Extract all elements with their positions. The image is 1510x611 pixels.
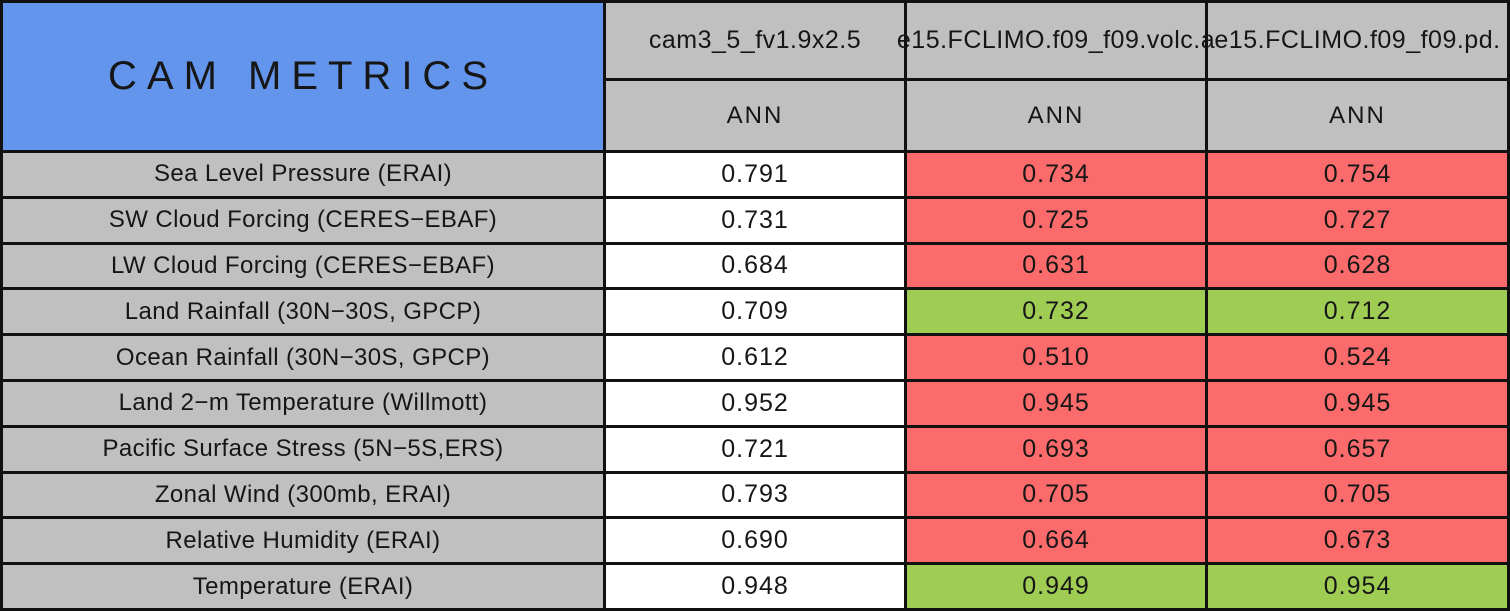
metric-value: 0.709 xyxy=(721,297,789,326)
metric-label-cell: Pacific Surface Stress (5N−5S,ERS) xyxy=(3,427,603,471)
metric-value-cell: 0.948 xyxy=(606,565,904,608)
model-name: e15.FCLIMO.f09_f09.volc.a xyxy=(896,26,1216,54)
metric-value: 0.793 xyxy=(721,480,789,509)
metric-value-cell: 0.952 xyxy=(606,381,904,425)
column-subheader-season-3: ANN xyxy=(1208,81,1507,150)
metric-value-cell: 0.954 xyxy=(1208,565,1507,608)
metric-label: Ocean Rainfall (30N−30S, GPCP) xyxy=(115,343,491,371)
metric-value-cell: 0.725 xyxy=(907,198,1205,242)
metric-value: 0.727 xyxy=(1323,205,1392,234)
metric-label: Land 2−m Temperature (Willmott) xyxy=(118,389,488,417)
metric-value-cell: 0.754 xyxy=(1208,153,1507,196)
metric-value: 0.721 xyxy=(721,434,789,463)
metric-value: 0.612 xyxy=(721,343,789,372)
metric-value: 0.524 xyxy=(1323,343,1392,372)
column-header-model-3: e15.FCLIMO.f09_f09.pd. xyxy=(1208,3,1507,78)
metric-value: 0.693 xyxy=(1022,434,1090,463)
metric-value: 0.949 xyxy=(1022,572,1090,601)
metric-value: 0.734 xyxy=(1022,159,1090,188)
metric-value: 0.754 xyxy=(1323,159,1392,188)
metric-label-cell: Relative Humidity (ERAI) xyxy=(3,519,603,563)
metric-value: 0.952 xyxy=(721,388,789,417)
metric-label: Pacific Surface Stress (5N−5S,ERS) xyxy=(102,435,504,463)
metric-value-cell: 0.612 xyxy=(606,336,904,379)
metric-value-cell: 0.793 xyxy=(606,473,904,517)
metric-value-cell: 0.705 xyxy=(907,473,1205,517)
metric-value-cell: 0.731 xyxy=(606,198,904,242)
metric-value: 0.690 xyxy=(721,526,789,555)
metric-value-cell: 0.664 xyxy=(907,519,1205,563)
metric-label-cell: LW Cloud Forcing (CERES−EBAF) xyxy=(3,244,603,288)
metric-value-cell: 0.721 xyxy=(606,427,904,471)
metric-value: 0.673 xyxy=(1323,526,1392,555)
metric-value-cell: 0.673 xyxy=(1208,519,1507,563)
metric-value: 0.684 xyxy=(721,251,789,280)
metric-value: 0.945 xyxy=(1323,388,1392,417)
column-subheader-season-2: ANN xyxy=(907,81,1205,150)
metric-label: LW Cloud Forcing (CERES−EBAF) xyxy=(111,251,495,279)
metric-value: 0.725 xyxy=(1022,205,1090,234)
metric-value-cell: 0.945 xyxy=(907,381,1205,425)
metric-value-cell: 0.693 xyxy=(907,427,1205,471)
metric-value-cell: 0.945 xyxy=(1208,381,1507,425)
metric-value-cell: 0.684 xyxy=(606,244,904,288)
metric-value: 0.945 xyxy=(1022,388,1090,417)
metric-label-cell: Zonal Wind (300mb, ERAI) xyxy=(3,473,603,517)
metric-value: 0.631 xyxy=(1022,251,1090,280)
metric-label: Land Rainfall (30N−30S, GPCP) xyxy=(124,297,482,325)
table-title: CAM METRICS xyxy=(108,54,498,98)
metric-value-cell: 0.524 xyxy=(1208,336,1507,379)
metric-value-cell: 0.727 xyxy=(1208,198,1507,242)
metric-value-cell: 0.712 xyxy=(1208,290,1507,334)
metric-value: 0.705 xyxy=(1323,480,1392,509)
metric-value: 0.791 xyxy=(721,159,789,188)
season-label: ANN xyxy=(1027,101,1085,129)
metric-value-cell: 0.791 xyxy=(606,153,904,196)
metric-value-cell: 0.705 xyxy=(1208,473,1507,517)
metric-label-cell: Land Rainfall (30N−30S, GPCP) xyxy=(3,290,603,334)
table-title-cell: CAM METRICS xyxy=(3,3,603,150)
metric-value: 0.954 xyxy=(1323,572,1392,601)
metric-value-cell: 0.657 xyxy=(1208,427,1507,471)
metric-value: 0.510 xyxy=(1022,343,1090,372)
season-label: ANN xyxy=(1329,101,1386,129)
metric-label-cell: Ocean Rainfall (30N−30S, GPCP) xyxy=(3,336,603,379)
metric-label-cell: Sea Level Pressure (ERAI) xyxy=(3,153,603,196)
metric-value-cell: 0.628 xyxy=(1208,244,1507,288)
metric-value: 0.712 xyxy=(1323,297,1392,326)
metric-value: 0.628 xyxy=(1323,251,1392,280)
metric-value: 0.731 xyxy=(721,205,789,234)
column-header-model-2: e15.FCLIMO.f09_f09.volc.a xyxy=(897,3,1215,78)
metric-value: 0.664 xyxy=(1022,526,1090,555)
metric-value: 0.948 xyxy=(721,572,789,601)
model-name: cam3_5_fv1.9x2.5 xyxy=(648,26,862,54)
metric-value: 0.732 xyxy=(1022,297,1090,326)
column-header-model-1: cam3_5_fv1.9x2.5 xyxy=(606,3,904,78)
column-subheader-season-1: ANN xyxy=(606,81,904,150)
metric-value-cell: 0.709 xyxy=(606,290,904,334)
season-label: ANN xyxy=(726,101,784,129)
metric-value-cell: 0.690 xyxy=(606,519,904,563)
metric-value: 0.705 xyxy=(1022,480,1090,509)
metric-label: SW Cloud Forcing (CERES−EBAF) xyxy=(108,206,498,234)
metric-value-cell: 0.734 xyxy=(907,153,1205,196)
metric-value: 0.657 xyxy=(1323,434,1392,463)
metric-value-cell: 0.631 xyxy=(907,244,1205,288)
metric-label-cell: SW Cloud Forcing (CERES−EBAF) xyxy=(3,198,603,242)
metric-label: Sea Level Pressure (ERAI) xyxy=(153,160,453,188)
metric-value-cell: 0.510 xyxy=(907,336,1205,379)
metric-label-cell: Temperature (ERAI) xyxy=(3,565,603,608)
metric-value-cell: 0.949 xyxy=(907,565,1205,608)
metric-value-cell: 0.732 xyxy=(907,290,1205,334)
metric-label: Relative Humidity (ERAI) xyxy=(165,526,441,554)
metric-label-cell: Land 2−m Temperature (Willmott) xyxy=(3,381,603,425)
metric-label: Zonal Wind (300mb, ERAI) xyxy=(154,480,452,508)
model-name: e15.FCLIMO.f09_f09.pd. xyxy=(1214,26,1501,54)
metric-label: Temperature (ERAI) xyxy=(192,572,414,600)
